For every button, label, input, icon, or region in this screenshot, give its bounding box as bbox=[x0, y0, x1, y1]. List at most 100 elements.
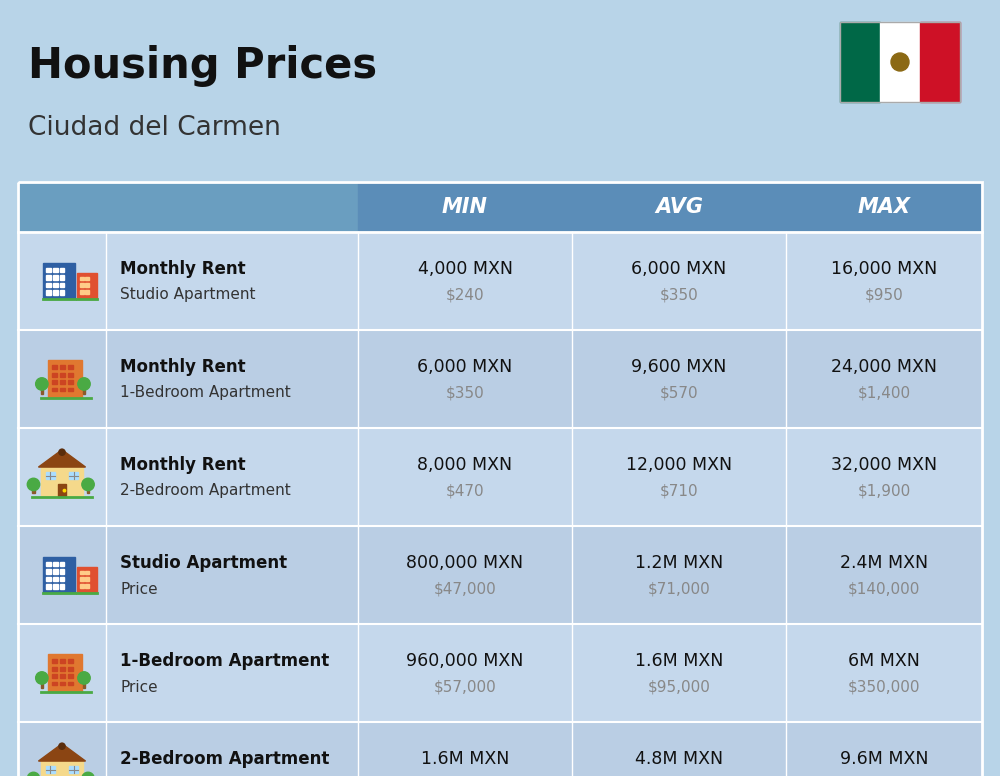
Bar bbox=[18, 722, 982, 776]
Circle shape bbox=[36, 378, 48, 390]
Bar bbox=[53, 275, 58, 280]
Bar bbox=[46, 577, 51, 581]
Text: Monthly Rent: Monthly Rent bbox=[120, 358, 246, 376]
Text: 6M MXN: 6M MXN bbox=[848, 652, 920, 670]
Bar bbox=[18, 232, 982, 330]
Bar bbox=[60, 570, 64, 573]
Bar bbox=[52, 365, 57, 369]
Circle shape bbox=[27, 772, 40, 776]
Bar bbox=[60, 283, 64, 287]
Bar bbox=[53, 584, 58, 589]
Text: $95,000: $95,000 bbox=[648, 680, 710, 695]
Bar bbox=[840, 22, 880, 102]
Bar bbox=[46, 472, 55, 480]
Text: 1.6M MXN: 1.6M MXN bbox=[421, 750, 509, 768]
Text: $1,400: $1,400 bbox=[857, 386, 911, 400]
Bar bbox=[46, 570, 51, 573]
Bar bbox=[53, 283, 58, 287]
Circle shape bbox=[63, 490, 66, 492]
Bar bbox=[68, 380, 73, 384]
Circle shape bbox=[78, 378, 90, 390]
Text: MAX: MAX bbox=[858, 197, 910, 217]
Polygon shape bbox=[38, 743, 86, 761]
Bar bbox=[786, 182, 982, 232]
Text: 2-Bedroom Apartment: 2-Bedroom Apartment bbox=[120, 750, 329, 768]
Bar bbox=[41, 761, 83, 776]
Bar bbox=[80, 577, 84, 581]
Bar bbox=[572, 182, 786, 232]
Bar bbox=[46, 268, 51, 272]
Bar bbox=[41, 681, 43, 688]
Circle shape bbox=[82, 772, 94, 776]
Bar bbox=[85, 570, 89, 574]
Circle shape bbox=[59, 743, 65, 750]
Text: Monthly Rent: Monthly Rent bbox=[120, 260, 246, 278]
Text: 800,000 MXN: 800,000 MXN bbox=[406, 554, 524, 572]
Bar bbox=[85, 577, 89, 581]
Bar bbox=[80, 570, 84, 574]
Bar bbox=[52, 372, 57, 376]
Bar bbox=[18, 624, 982, 722]
Text: $240: $240 bbox=[446, 287, 484, 303]
Bar bbox=[52, 660, 57, 663]
Text: $350: $350 bbox=[660, 287, 698, 303]
Bar bbox=[52, 388, 57, 391]
Bar bbox=[18, 182, 358, 232]
Text: $470: $470 bbox=[446, 483, 484, 498]
Bar bbox=[880, 22, 920, 102]
Circle shape bbox=[891, 53, 909, 71]
Circle shape bbox=[27, 478, 40, 490]
Text: 960,000 MXN: 960,000 MXN bbox=[406, 652, 524, 670]
Text: Studio Apartment: Studio Apartment bbox=[120, 554, 287, 572]
Bar bbox=[85, 290, 89, 294]
Text: 4.8M MXN: 4.8M MXN bbox=[635, 750, 723, 768]
Text: 12,000 MXN: 12,000 MXN bbox=[626, 456, 732, 474]
Text: AVG: AVG bbox=[655, 197, 703, 217]
Text: 1.6M MXN: 1.6M MXN bbox=[635, 652, 723, 670]
Bar bbox=[68, 674, 73, 678]
Bar bbox=[43, 263, 75, 299]
Bar bbox=[53, 562, 58, 566]
Text: Ciudad del Carmen: Ciudad del Carmen bbox=[28, 115, 281, 141]
Bar bbox=[68, 388, 73, 391]
Bar bbox=[60, 584, 64, 589]
Bar bbox=[69, 472, 78, 480]
Text: 9,600 MXN: 9,600 MXN bbox=[631, 358, 727, 376]
Bar bbox=[46, 584, 51, 589]
Bar bbox=[18, 182, 982, 776]
Text: 1-Bedroom Apartment: 1-Bedroom Apartment bbox=[120, 386, 291, 400]
Bar bbox=[60, 268, 64, 272]
Text: 24,000 MXN: 24,000 MXN bbox=[831, 358, 937, 376]
Circle shape bbox=[78, 672, 90, 684]
Text: Price: Price bbox=[120, 680, 158, 695]
Bar bbox=[53, 570, 58, 573]
Circle shape bbox=[82, 478, 94, 490]
Bar bbox=[48, 360, 82, 397]
Bar bbox=[68, 365, 73, 369]
Bar bbox=[60, 674, 65, 678]
Text: 32,000 MXN: 32,000 MXN bbox=[831, 456, 937, 474]
Text: 2-Bedroom Apartment: 2-Bedroom Apartment bbox=[120, 483, 291, 498]
Text: 8,000 MXN: 8,000 MXN bbox=[417, 456, 513, 474]
Text: Housing Prices: Housing Prices bbox=[28, 45, 377, 87]
Bar bbox=[80, 277, 84, 280]
Bar bbox=[60, 562, 64, 566]
Text: $140,000: $140,000 bbox=[848, 581, 920, 597]
Bar bbox=[60, 388, 65, 391]
Bar bbox=[358, 182, 572, 232]
Bar bbox=[83, 386, 85, 394]
Bar bbox=[53, 268, 58, 272]
Circle shape bbox=[59, 449, 65, 456]
Bar bbox=[68, 667, 73, 670]
Text: $57,000: $57,000 bbox=[434, 680, 496, 695]
Bar bbox=[60, 660, 65, 663]
Circle shape bbox=[36, 672, 48, 684]
Bar bbox=[46, 766, 55, 774]
Text: $350,000: $350,000 bbox=[848, 680, 920, 695]
Text: 1.2M MXN: 1.2M MXN bbox=[635, 554, 723, 572]
Text: $47,000: $47,000 bbox=[434, 581, 496, 597]
Text: Studio Apartment: Studio Apartment bbox=[120, 287, 256, 303]
Text: 1-Bedroom Apartment: 1-Bedroom Apartment bbox=[120, 652, 329, 670]
Bar bbox=[68, 681, 73, 685]
Bar bbox=[52, 681, 57, 685]
